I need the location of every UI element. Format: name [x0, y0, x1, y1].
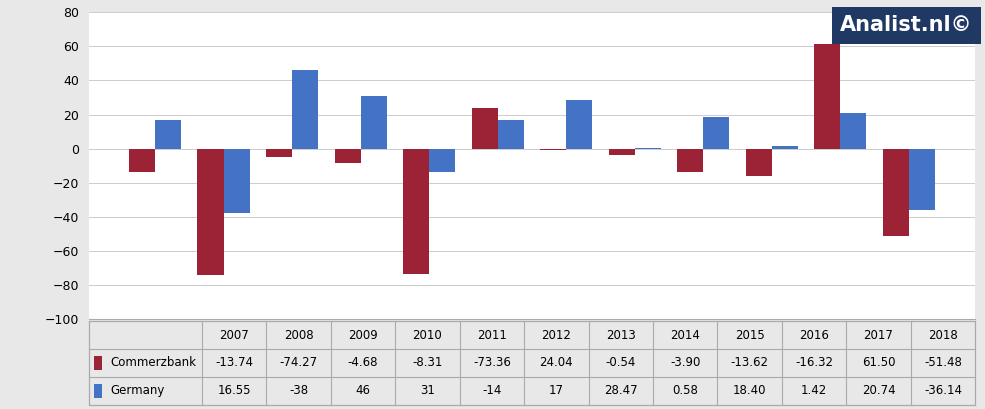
Bar: [609, 148, 634, 155]
Text: -36.14: -36.14: [924, 384, 962, 398]
Text: -74.27: -74.27: [280, 357, 317, 369]
Text: 2014: 2014: [670, 328, 700, 342]
Bar: [224, 148, 249, 213]
Text: 16.55: 16.55: [218, 384, 251, 398]
Bar: [129, 148, 155, 172]
Bar: [266, 148, 292, 157]
Text: 46: 46: [356, 384, 370, 398]
Bar: [540, 148, 566, 150]
Text: -16.32: -16.32: [795, 357, 833, 369]
Text: 2007: 2007: [220, 328, 249, 342]
Text: 2008: 2008: [284, 328, 313, 342]
Bar: [815, 44, 840, 148]
Text: 2016: 2016: [799, 328, 829, 342]
Text: Germany: Germany: [110, 384, 164, 398]
Text: 0.58: 0.58: [672, 384, 698, 398]
Text: 28.47: 28.47: [604, 384, 637, 398]
Text: 2015: 2015: [735, 328, 764, 342]
Text: 2017: 2017: [864, 328, 893, 342]
Text: -51.48: -51.48: [924, 357, 962, 369]
Text: 31: 31: [420, 384, 435, 398]
Bar: [703, 117, 729, 148]
Bar: [840, 113, 867, 148]
Bar: [197, 148, 224, 275]
Text: 2012: 2012: [542, 328, 571, 342]
Bar: [909, 148, 935, 210]
Text: Commerzbank: Commerzbank: [110, 357, 196, 369]
Text: Analist.nl©: Analist.nl©: [840, 16, 972, 35]
Bar: [335, 148, 361, 163]
Text: -3.90: -3.90: [670, 357, 700, 369]
Text: 2009: 2009: [348, 328, 378, 342]
Bar: [566, 100, 592, 148]
Text: 1.42: 1.42: [801, 384, 827, 398]
Bar: [361, 96, 387, 148]
Bar: [772, 146, 798, 148]
Text: -8.31: -8.31: [413, 357, 442, 369]
Bar: [292, 70, 318, 148]
Bar: [155, 120, 181, 148]
Text: 2018: 2018: [928, 328, 957, 342]
Text: 2011: 2011: [477, 328, 507, 342]
Text: 17: 17: [549, 384, 563, 398]
Bar: [403, 148, 429, 274]
Bar: [497, 120, 524, 148]
Text: 24.04: 24.04: [540, 357, 573, 369]
Bar: [429, 148, 455, 173]
Text: -73.36: -73.36: [473, 357, 511, 369]
Bar: [883, 148, 909, 236]
Text: -4.68: -4.68: [348, 357, 378, 369]
Text: -38: -38: [289, 384, 308, 398]
Text: 20.74: 20.74: [862, 384, 895, 398]
Text: 2010: 2010: [413, 328, 442, 342]
Text: 18.40: 18.40: [733, 384, 766, 398]
Bar: [472, 108, 497, 148]
Text: 2013: 2013: [606, 328, 635, 342]
Bar: [677, 148, 703, 172]
Text: 61.50: 61.50: [862, 357, 895, 369]
Bar: [746, 148, 772, 176]
Text: -0.54: -0.54: [606, 357, 636, 369]
Text: -14: -14: [483, 384, 501, 398]
Text: -13.62: -13.62: [731, 357, 768, 369]
Text: -13.74: -13.74: [215, 357, 253, 369]
